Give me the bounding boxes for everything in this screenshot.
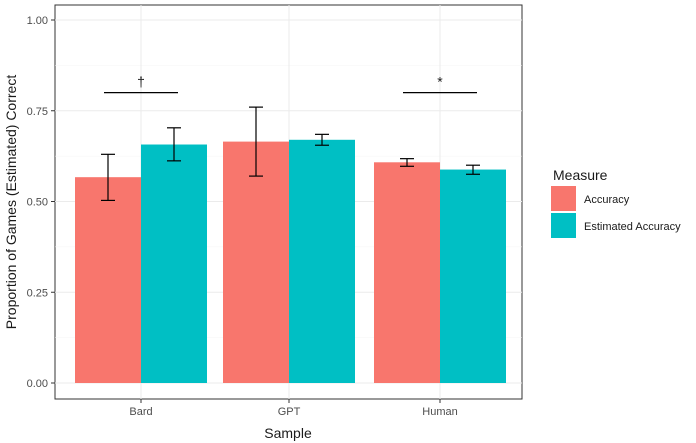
error-bars xyxy=(101,106,480,202)
legend-swatch xyxy=(551,213,576,238)
x-tick-label: Human xyxy=(422,406,457,418)
bar xyxy=(289,139,355,383)
bars xyxy=(75,139,506,383)
y-axis-ticks: 0.00 0.25 0.50 0.75 1.00 xyxy=(27,15,55,390)
bar xyxy=(374,162,440,383)
error-bar xyxy=(101,153,115,202)
bar xyxy=(75,177,141,383)
x-tick-label: GPT xyxy=(278,406,301,418)
significance-label: † xyxy=(137,74,145,90)
legend-item: Accuracy xyxy=(551,186,630,211)
bar xyxy=(223,141,289,383)
significance-label: * xyxy=(437,74,443,90)
y-tick-label: 0.00 xyxy=(27,378,48,390)
legend-title: Measure xyxy=(553,167,608,183)
y-tick-label: 0.75 xyxy=(27,106,48,118)
legend: Measure Accuracy Estimated Accuracy xyxy=(551,167,681,238)
legend-label: Estimated Accuracy xyxy=(584,221,681,233)
legend-item: Estimated Accuracy xyxy=(551,213,681,238)
y-tick-label: 0.25 xyxy=(27,287,48,299)
y-axis-title: Proportion of Games (Estimated) Correct xyxy=(3,75,19,330)
legend-swatch xyxy=(551,186,576,211)
bar xyxy=(141,144,207,383)
error-bar xyxy=(249,106,263,177)
y-tick-label: 1.00 xyxy=(27,15,48,27)
significance-annotations: † * xyxy=(104,74,477,94)
error-bar xyxy=(167,127,181,162)
y-tick-label: 0.50 xyxy=(27,197,48,209)
error-bar xyxy=(400,158,414,167)
x-axis-ticks: Bard GPT Human xyxy=(129,399,458,418)
error-bar xyxy=(466,164,480,175)
x-axis-title: Sample xyxy=(264,425,312,441)
legend-label: Accuracy xyxy=(584,194,630,206)
bar xyxy=(440,169,506,383)
x-tick-label: Bard xyxy=(129,406,152,418)
error-bar xyxy=(315,133,329,146)
